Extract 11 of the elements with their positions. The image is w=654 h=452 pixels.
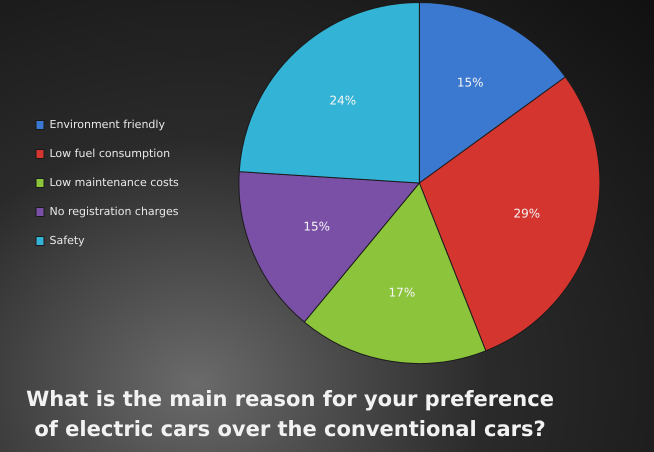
data-label: 15% bbox=[456, 75, 484, 90]
data-label: 24% bbox=[329, 94, 356, 108]
legend-label: Environment friendly bbox=[50, 118, 166, 131]
text: What is the main reason for your preference of electric cars over the conventional cars? bbox=[25, 386, 555, 443]
legend-label: Safety bbox=[50, 234, 86, 247]
legend-label: Low fuel consumption bbox=[50, 146, 170, 160]
data-label: 29% bbox=[514, 206, 540, 220]
legend-label: Low maintenance costs bbox=[50, 176, 180, 189]
legend-label: No registration charges bbox=[50, 204, 179, 218]
data-label: 15% bbox=[303, 220, 330, 234]
data-label: 17% bbox=[388, 286, 416, 300]
